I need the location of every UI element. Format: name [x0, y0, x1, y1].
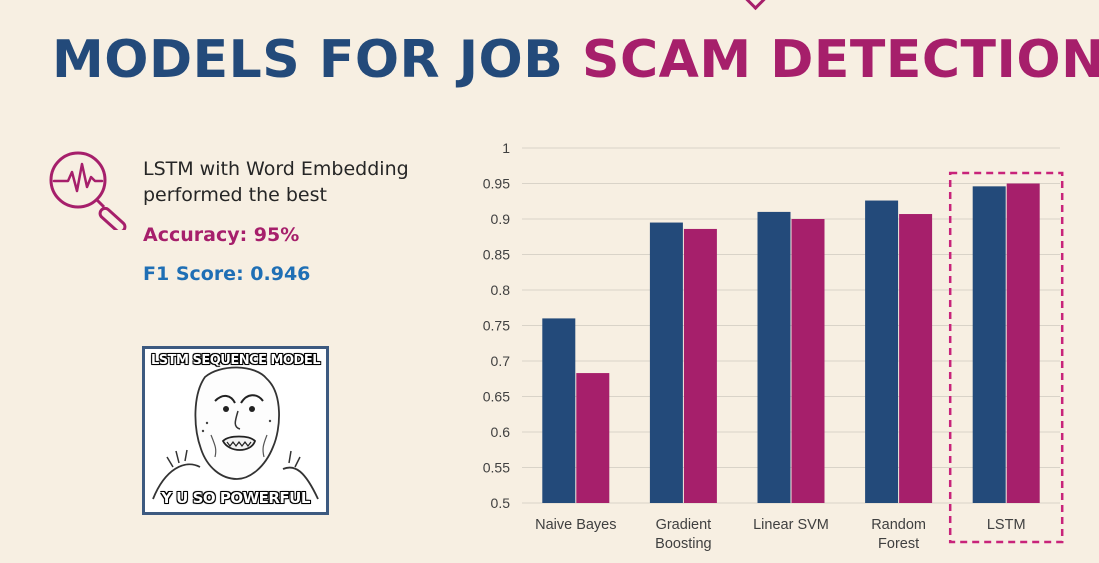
y-tick-label: 0.75	[483, 318, 510, 334]
y-tick-label: 0.6	[491, 424, 511, 440]
bar-series-1	[757, 211, 791, 503]
accuracy-metric: Accuracy: 95%	[143, 224, 300, 246]
y-tick-label: 0.85	[483, 247, 510, 263]
decorative-chevron	[744, 0, 767, 11]
summary-line-2: performed the best	[143, 184, 327, 206]
bar-series-1	[649, 222, 683, 504]
meme-top-text: LSTM SEQUENCE MODEL	[151, 353, 320, 368]
summary-line-1: LSTM with Word Embedding	[143, 158, 409, 180]
page-title: MODELS FOR JOB SCAM DETECTION	[52, 28, 1099, 92]
y-tick-label: 0.5	[491, 495, 511, 511]
meme-bottom-text: Y U SO POWERFUL	[161, 489, 310, 507]
bar-series-1	[972, 186, 1006, 503]
y-tick-label: 0.8	[491, 282, 511, 298]
bar-series-2	[899, 214, 933, 503]
lstm-highlight-box	[948, 171, 1064, 544]
bar-series-2	[1006, 183, 1040, 503]
bar-series-2	[791, 219, 825, 503]
title-part-1: MODELS FOR JOB	[52, 30, 582, 90]
y-tick-label: 1	[502, 140, 510, 156]
x-category-label: Random	[871, 517, 926, 533]
bar-series-2	[576, 373, 610, 503]
f1-score-metric: F1 Score: 0.946	[143, 263, 311, 285]
title-part-2: SCAM DETECTION	[582, 30, 1099, 90]
y-tick-label: 0.55	[483, 460, 510, 476]
bar-series-2	[683, 228, 717, 503]
bar-series-1	[542, 318, 576, 503]
bar-series-1	[865, 200, 899, 503]
y-tick-label: 0.7	[491, 353, 511, 369]
y-tick-label: 0.9	[491, 211, 511, 227]
y-tick-label: 0.95	[483, 176, 510, 192]
x-category-label: Forest	[878, 536, 919, 552]
x-category-label: Linear SVM	[753, 517, 829, 533]
x-category-label: Gradient	[656, 517, 712, 533]
meme-image: LSTM SEQUENCE MODEL Y U SO POWERFUL	[142, 346, 329, 515]
x-category-label: Boosting	[655, 536, 711, 552]
magnifier-heartbeat-icon	[49, 151, 127, 230]
y-tick-label: 0.65	[483, 389, 510, 405]
meme-face-drawing	[145, 349, 326, 512]
summary-text: LSTM with Word Embedding performed the b…	[143, 156, 443, 208]
x-category-label: LSTM	[987, 517, 1026, 533]
model-comparison-bar-chart: 0.5 0.55 0.6 0.65 0.7 0.75 0.8 0.85 0.9 0.95 1 Naiv…	[483, 140, 1064, 552]
x-category-label: Naive Bayes	[535, 517, 616, 533]
